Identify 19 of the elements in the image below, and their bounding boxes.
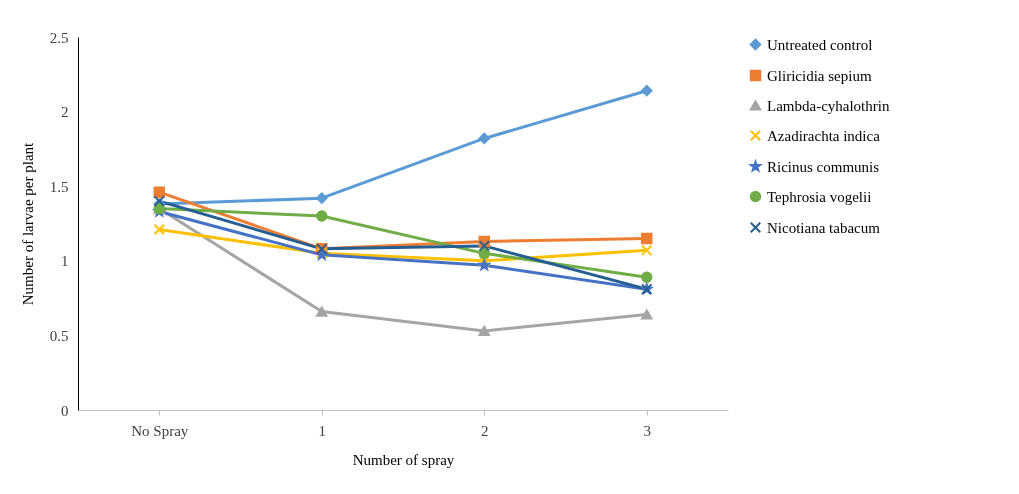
legend-label: Ricinus communis xyxy=(767,158,880,175)
legend-label: Tephrosia vogelii xyxy=(767,188,872,205)
x-tick-label: 1 xyxy=(318,422,326,439)
legend-label: Azadirachta indica xyxy=(767,127,881,144)
y-tick-label: 1 xyxy=(61,253,69,270)
y-tick-label: 2.5 xyxy=(49,29,69,46)
legend-label: Untreated control xyxy=(767,36,873,53)
y-axis-title: Number of larvae per plant xyxy=(19,141,36,306)
x-axis-title: Number of spray xyxy=(352,451,455,468)
y-tick-label: 1.5 xyxy=(49,178,69,195)
y-tick-label: 0 xyxy=(61,402,69,419)
x-tick-label: 2 xyxy=(481,422,489,439)
x-tick-label: 3 xyxy=(643,422,651,439)
x-tick-label: No Spray xyxy=(131,422,189,439)
y-tick-label: 2 xyxy=(61,104,69,121)
legend-label: Gliricidia sepium xyxy=(767,67,872,84)
y-tick-label: 0.5 xyxy=(49,327,69,344)
legend-label: Lambda-cyhalothrin xyxy=(767,97,890,114)
legend-label: Nicotiana tabacum xyxy=(767,219,881,236)
